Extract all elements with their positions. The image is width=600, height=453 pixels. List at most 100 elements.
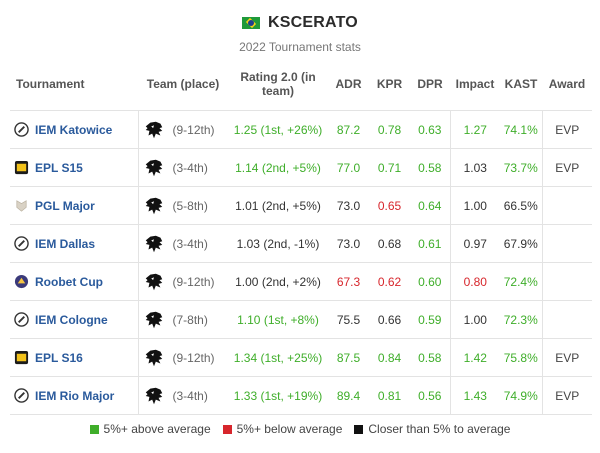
- rating-cell: 1.34 (1st, +25%): [228, 338, 328, 377]
- adr-cell: 73.0: [328, 224, 369, 263]
- legend-label: 5%+ above average: [103, 422, 211, 436]
- impact-cell: 1.00: [450, 186, 500, 225]
- table-row: IEM Dallas (3-4th) 1.03 (2nd, -1%) 73.0 …: [10, 224, 592, 263]
- kpr-cell: 0.68: [369, 224, 410, 263]
- tournament-link[interactable]: IEM Rio Major: [35, 388, 115, 403]
- col-header-impact: Impact: [450, 58, 500, 111]
- award-cell: [542, 186, 592, 225]
- dpr-cell: 0.56: [410, 376, 451, 415]
- kast-cell: 74.9%: [500, 376, 543, 415]
- col-header-team: Team (place): [138, 58, 228, 111]
- kast-cell: 73.7%: [500, 148, 543, 187]
- furia-logo-icon[interactable]: [143, 157, 165, 179]
- title-row: KSCERATO: [242, 14, 358, 32]
- tournament-link[interactable]: Roobet Cup: [35, 274, 103, 289]
- furia-logo-icon[interactable]: [143, 347, 165, 369]
- rating-value: 1.33: [233, 388, 258, 403]
- kast-cell: 66.5%: [500, 186, 543, 225]
- table-row: IEM Rio Major (3-4th) 1.33 (1st, +19%) 8…: [10, 376, 592, 415]
- kast-cell: 72.4%: [500, 262, 543, 301]
- tournament-link[interactable]: IEM Dallas: [35, 236, 96, 251]
- adr-cell: 87.2: [328, 110, 369, 149]
- tournament-stats-table: Tournament Team (place) Rating 2.0 (in t…: [10, 58, 592, 415]
- team-place: (3-4th): [172, 236, 208, 251]
- iem-logo-icon: [14, 388, 29, 403]
- rating-value: 1.25: [233, 122, 258, 137]
- award-cell: [542, 300, 592, 339]
- col-header-award: Award: [542, 58, 592, 111]
- iem-logo-icon: [14, 312, 29, 327]
- esl-pro-league-logo-icon: [14, 350, 29, 365]
- team-place: (3-4th): [172, 388, 208, 403]
- col-header-adr: ADR: [328, 58, 369, 111]
- kast-cell: 67.9%: [500, 224, 543, 263]
- col-header-tournament: Tournament: [10, 58, 138, 111]
- impact-cell: 1.27: [450, 110, 500, 149]
- table-body: IEM Katowice (9-12th) 1.25 (1st, +26%) 8…: [10, 110, 592, 415]
- rating-value: 1.00: [235, 274, 259, 289]
- tournament-link[interactable]: IEM Katowice: [35, 122, 113, 137]
- kpr-cell: 0.81: [369, 376, 410, 415]
- furia-logo-icon[interactable]: [143, 119, 165, 141]
- furia-logo-icon[interactable]: [143, 309, 165, 331]
- color-legend: 5%+ above average 5%+ below average Closer…: [0, 422, 600, 437]
- adr-cell: 87.5: [328, 338, 369, 377]
- rating-rank: (1st, +8%): [263, 312, 319, 327]
- rating-cell: 1.03 (2nd, -1%): [228, 224, 328, 263]
- team-place: (5-8th): [172, 198, 208, 213]
- rating-value: 1.14: [235, 160, 259, 175]
- col-header-dpr: DPR: [410, 58, 450, 111]
- dpr-cell: 0.60: [410, 262, 451, 301]
- impact-cell: 1.03: [450, 148, 500, 187]
- kpr-cell: 0.62: [369, 262, 410, 301]
- table-row: PGL Major (5-8th) 1.01 (2nd, +5%) 73.0 0…: [10, 186, 592, 225]
- kpr-cell: 0.65: [369, 186, 410, 225]
- adr-cell: 73.0: [328, 186, 369, 225]
- furia-logo-icon[interactable]: [143, 385, 165, 407]
- impact-cell: 1.00: [450, 300, 500, 339]
- tournament-link[interactable]: IEM Cologne: [35, 312, 108, 327]
- page-subtitle: 2022 Tournament stats: [239, 40, 361, 54]
- rating-rank: (2nd, +5%): [261, 160, 321, 175]
- furia-logo-icon[interactable]: [143, 195, 165, 217]
- col-header-rating: Rating 2.0 (in team): [228, 58, 328, 111]
- rating-value: 1.01: [235, 198, 259, 213]
- team-place: (3-4th): [172, 160, 208, 175]
- brazil-flag-icon: [242, 17, 261, 29]
- table-row: EPL S16 (9-12th) 1.34 (1st, +25%) 87.5 0…: [10, 338, 592, 377]
- header: KSCERATO 2022 Tournament stats: [0, 14, 600, 54]
- tournament-link[interactable]: EPL S16: [35, 350, 83, 365]
- tournament-link[interactable]: EPL S15: [35, 160, 83, 175]
- dpr-cell: 0.61: [410, 224, 451, 263]
- team-place: (9-12th): [172, 122, 215, 137]
- rating-cell: 1.10 (1st, +8%): [228, 300, 328, 339]
- table-row: EPL S15 (3-4th) 1.14 (2nd, +5%) 77.0 0.7…: [10, 148, 592, 187]
- kpr-cell: 0.84: [369, 338, 410, 377]
- rating-value: 1.34: [233, 350, 258, 365]
- table-row: IEM Cologne (7-8th) 1.10 (1st, +8%) 75.5…: [10, 300, 592, 339]
- furia-logo-icon[interactable]: [143, 271, 165, 293]
- kast-cell: 75.8%: [500, 338, 543, 377]
- kpr-cell: 0.66: [369, 300, 410, 339]
- tournament-link[interactable]: PGL Major: [35, 198, 95, 213]
- award-cell: EVP: [542, 110, 592, 149]
- impact-cell: 1.43: [450, 376, 500, 415]
- table-row: Roobet Cup (9-12th) 1.00 (2nd, +2%) 67.3…: [10, 262, 592, 301]
- legend-label: Closer than 5% to average: [368, 422, 511, 436]
- rating-cell: 1.01 (2nd, +5%): [228, 186, 328, 225]
- furia-logo-icon[interactable]: [143, 233, 165, 255]
- legend-swatch: [222, 424, 232, 434]
- rating-rank: (2nd, -1%): [263, 236, 320, 251]
- legend-item: 5%+ below average: [222, 422, 343, 436]
- impact-cell: 1.42: [450, 338, 500, 377]
- rating-value: 1.10: [237, 312, 261, 327]
- rating-cell: 1.33 (1st, +19%): [228, 376, 328, 415]
- dpr-cell: 0.59: [410, 300, 451, 339]
- legend-label: 5%+ below average: [236, 422, 343, 436]
- adr-cell: 89.4: [328, 376, 369, 415]
- adr-cell: 75.5: [328, 300, 369, 339]
- kpr-cell: 0.71: [369, 148, 410, 187]
- rating-rank: (2nd, +2%): [261, 274, 321, 289]
- team-place: (7-8th): [172, 312, 208, 327]
